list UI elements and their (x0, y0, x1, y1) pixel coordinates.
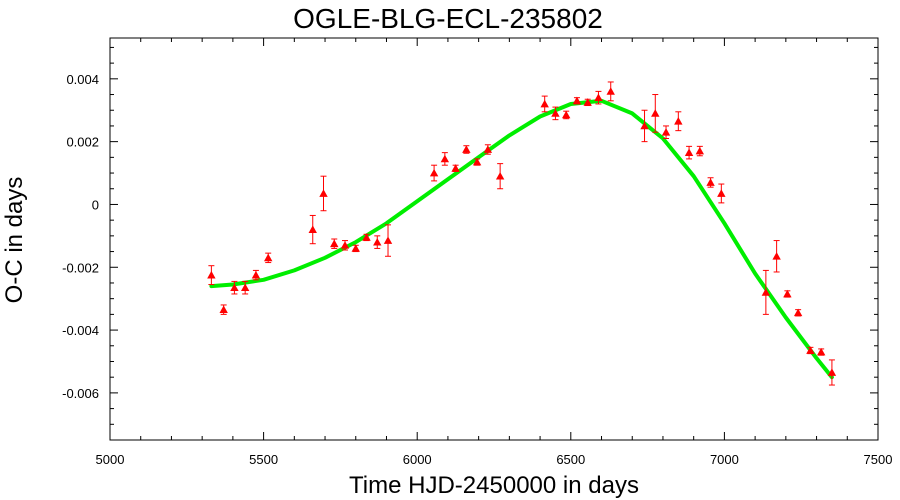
x-tick-label: 7500 (864, 452, 893, 467)
x-tick-label: 5500 (249, 452, 278, 467)
data-point (684, 148, 694, 156)
data-point (551, 109, 560, 117)
x-tick-label: 5000 (96, 452, 125, 467)
data-point (264, 253, 273, 262)
data-point (251, 270, 261, 279)
data-point (827, 368, 837, 376)
data-point (330, 239, 339, 248)
y-tick-label: 0 (92, 197, 99, 212)
data-point (706, 178, 715, 186)
data-point (230, 283, 239, 292)
data-point (572, 96, 582, 105)
data-point (594, 93, 603, 102)
data-point (661, 128, 671, 136)
data-point (319, 189, 328, 197)
data-point (472, 157, 482, 166)
data-point (483, 145, 493, 153)
data-point (429, 168, 439, 177)
y-tick-label: -0.006 (62, 386, 99, 401)
x-tick-label: 6000 (403, 452, 432, 467)
y-axis-label: O-C in days (1, 177, 28, 304)
chart-title: OGLE-BLG-ECL-235802 (293, 3, 603, 34)
data-point (219, 305, 228, 314)
plot-frame (109, 37, 879, 441)
data-point (383, 236, 393, 244)
y-tick-label: -0.002 (62, 260, 99, 275)
data-point (561, 110, 571, 119)
data-points-group (207, 81, 837, 386)
x-tick-labels: 5000 5500 6000 6500 7000 7500 (96, 452, 893, 467)
data-point (540, 99, 549, 108)
x-axis-label: Time HJD-2450000 in days (349, 472, 639, 499)
data-point (695, 146, 705, 155)
data-point (362, 233, 371, 241)
data-point (451, 164, 460, 172)
data-point (240, 283, 250, 292)
data-point (674, 117, 683, 125)
x-tick-label: 7000 (710, 452, 739, 467)
data-point (340, 241, 350, 249)
y-tick-label: 0.004 (66, 72, 99, 87)
data-point (772, 252, 781, 260)
data-point (606, 87, 615, 95)
data-point (373, 237, 382, 246)
x-tick-label: 6500 (556, 452, 585, 467)
data-point (207, 270, 216, 279)
y-tick-labels: 0.004 0.002 0 -0.002 -0.004 -0.006 (62, 72, 99, 401)
data-point (583, 98, 592, 106)
data-point (308, 225, 317, 233)
data-point (462, 145, 471, 153)
data-point (761, 288, 771, 296)
data-point (816, 347, 826, 356)
data-point (640, 121, 649, 130)
data-point (793, 308, 803, 317)
data-point (495, 171, 505, 180)
fit-curve (209, 98, 834, 380)
data-point (783, 289, 792, 298)
data-point (651, 109, 660, 117)
y-tick-label: 0.002 (66, 135, 99, 150)
fit-curve-group (209, 98, 834, 380)
y-tick-label: -0.004 (62, 323, 99, 338)
axis-ticks (109, 38, 879, 440)
data-point (806, 346, 815, 354)
data-point (351, 244, 360, 252)
data-point (440, 154, 450, 163)
data-point (717, 189, 726, 197)
